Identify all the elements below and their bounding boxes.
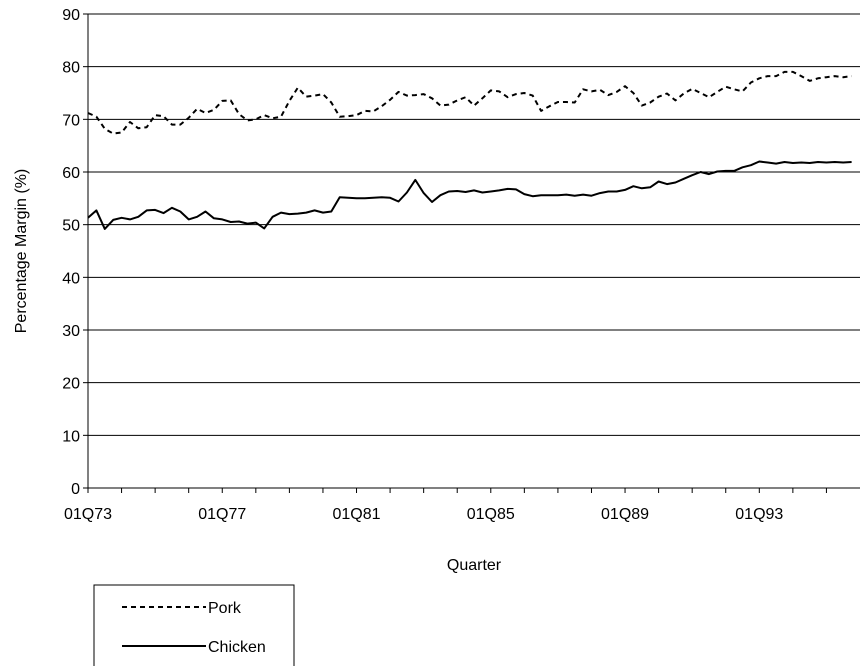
y-tick-label-70: 70 bbox=[62, 112, 80, 129]
x-tick-label-01Q89: 01Q89 bbox=[601, 506, 649, 523]
legend: Pork Chicken bbox=[93, 584, 295, 666]
x-axis-title: Quarter bbox=[447, 557, 502, 574]
y-tick-label-20: 20 bbox=[62, 376, 80, 393]
y-tick-label-60: 60 bbox=[62, 165, 80, 182]
x-axis-ticks: 01Q73 01Q77 01Q81 01Q85 01Q89 01Q93 bbox=[64, 488, 827, 523]
legend-label-pork: Pork bbox=[208, 600, 242, 617]
x-tick-label-01Q77: 01Q77 bbox=[198, 506, 246, 523]
y-tick-label-40: 40 bbox=[62, 270, 80, 287]
y-tick-label-90: 90 bbox=[62, 7, 80, 24]
x-tick-label-01Q93: 01Q93 bbox=[735, 506, 783, 523]
series-lines bbox=[87, 70, 852, 230]
x-tick-label-01Q85: 01Q85 bbox=[467, 506, 515, 523]
legend-label-chicken: Chicken bbox=[208, 639, 266, 656]
y-tick-label-10: 10 bbox=[62, 428, 80, 445]
y-axis-title: Percentage Margin (%) bbox=[13, 169, 30, 334]
series-line-pork bbox=[87, 70, 852, 135]
x-tick-label-01Q73: 01Q73 bbox=[64, 506, 112, 523]
y-tick-label-0: 0 bbox=[71, 481, 80, 498]
x-tick-label-01Q81: 01Q81 bbox=[332, 506, 380, 523]
y-axis-ticks: 0 10 20 30 40 50 60 70 80 90 bbox=[62, 7, 88, 498]
legend-box bbox=[93, 584, 295, 666]
y-tick-label-30: 30 bbox=[62, 323, 80, 340]
y-tick-label-80: 80 bbox=[62, 60, 80, 77]
y-tick-label-50: 50 bbox=[62, 218, 80, 235]
series-line-chicken bbox=[87, 160, 852, 230]
gridlines bbox=[88, 13, 860, 436]
